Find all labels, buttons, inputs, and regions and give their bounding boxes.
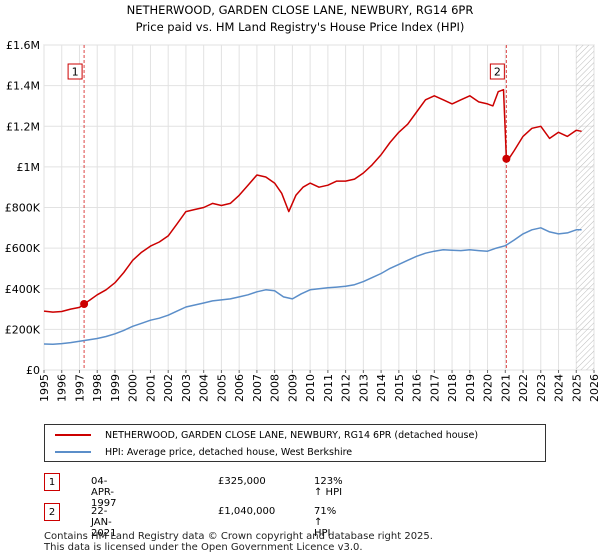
- x-axis-ticks: 1995 1996 1997 1998 1999 2000 2001 2002 2003 2004…: [38, 370, 600, 402]
- x-tick-label: 1998: [91, 374, 104, 402]
- x-tick-label: 2017: [428, 374, 441, 402]
- footer-line: This data is licensed under the Open Gov…: [44, 542, 363, 553]
- x-tick-label: 2012: [340, 374, 353, 402]
- x-tick-label: 1996: [56, 374, 69, 402]
- footer: Contains HM Land Registry data © Crown c…: [44, 531, 433, 553]
- y-tick-label: £400K: [5, 283, 41, 296]
- x-tick-label: 2011: [322, 374, 335, 402]
- x-tick-label: 2001: [144, 374, 157, 402]
- transaction-point: [80, 299, 89, 308]
- transaction-hpi: 71% ↑ HPI: [314, 506, 337, 539]
- x-tick-label: 2008: [269, 374, 282, 402]
- chart-title-block: NETHERWOOD, GARDEN CLOSE LANE, NEWBURY, …: [0, 2, 600, 36]
- marker-badge-label: 2: [494, 66, 501, 79]
- x-tick-label: 2020: [482, 374, 495, 402]
- y-tick-label: £1.6M: [6, 39, 40, 52]
- y-tick-label: £1.2M: [6, 120, 40, 133]
- x-tick-label: 2025: [570, 374, 583, 402]
- x-tick-label: 2023: [535, 374, 548, 402]
- legend-label-property: NETHERWOOD, GARDEN CLOSE LANE, NEWBURY, …: [105, 429, 479, 441]
- x-tick-label: 1995: [38, 374, 51, 402]
- x-tick-label: 2005: [215, 374, 228, 402]
- x-tick-label: 2022: [517, 374, 530, 402]
- footer-line: Contains HM Land Registry data © Crown c…: [44, 531, 433, 542]
- x-tick-label: 2000: [127, 374, 140, 402]
- y-axis-ticks: £0 £200K £400K £600K £800K £1M £1.2M £1.4M £1.6M: [5, 39, 41, 377]
- y-tick-label: £600K: [5, 242, 41, 255]
- x-tick-label: 2010: [304, 374, 317, 402]
- x-tick-label: 2006: [233, 374, 246, 402]
- x-tick-label: 2019: [464, 374, 477, 402]
- x-tick-label: 2024: [553, 374, 566, 402]
- chart-title: NETHERWOOD, GARDEN CLOSE LANE, NEWBURY, …: [126, 3, 474, 17]
- marker-badge: [489, 63, 505, 80]
- legend-swatch-hpi: [55, 451, 91, 453]
- legend-label-hpi: HPI: Average price, detached house, West…: [105, 446, 353, 458]
- transaction-point: [502, 154, 511, 163]
- transaction-date: 22-JAN-2021: [91, 506, 117, 539]
- x-tick-label: 1997: [73, 374, 86, 402]
- marker-badge: [67, 63, 83, 80]
- forecast-hatch: [576, 45, 594, 370]
- chart-subtitle: Price paid vs. HM Land Registry's House …: [135, 20, 465, 34]
- x-tick-label: 2004: [198, 374, 211, 402]
- y-tick-label: £1M: [17, 161, 41, 174]
- forecast-hatch-area: [576, 45, 594, 370]
- legend-item-hpi: HPI: Average price, detached house, West…: [55, 444, 352, 460]
- series-line: [43, 88, 582, 313]
- x-tick-label: 2015: [393, 374, 406, 402]
- x-tick-label: 2016: [411, 374, 424, 402]
- x-tick-label: 2003: [180, 374, 193, 402]
- y-tick-label: £200K: [5, 323, 41, 336]
- x-tick-label: 2018: [446, 374, 459, 402]
- x-tick-label: 2013: [357, 374, 370, 402]
- legend-item-property: NETHERWOOD, GARDEN CLOSE LANE, NEWBURY, …: [55, 427, 478, 443]
- y-tick-label: £0: [26, 364, 40, 377]
- transaction-badge: 1: [44, 473, 60, 491]
- series-lines: [43, 88, 582, 345]
- transaction-badge: 2: [44, 503, 60, 521]
- x-tick-label: 2009: [286, 374, 299, 402]
- transaction-lines: [83, 45, 507, 370]
- x-tick-label: 2007: [251, 374, 264, 402]
- x-tick-label: 2014: [375, 374, 388, 402]
- x-tick-label: 2021: [499, 374, 512, 402]
- series-line: [43, 227, 582, 345]
- y-tick-label: £1.4M: [6, 80, 40, 93]
- transaction-date: 04-APR-1997: [91, 476, 117, 509]
- x-tick-label: 1999: [109, 374, 122, 402]
- legend-swatch-property: [55, 434, 91, 436]
- transaction-price: £325,000: [218, 476, 266, 487]
- x-tick-label: 2002: [162, 374, 175, 402]
- marker-badge-label: 1: [72, 66, 79, 79]
- y-tick-label: £800K: [5, 202, 41, 215]
- transaction-price: £1,040,000: [218, 506, 276, 517]
- transaction-hpi: 123% ↑ HPI: [314, 476, 343, 498]
- x-tick-label: 2026: [588, 374, 600, 402]
- legend: NETHERWOOD, GARDEN CLOSE LANE, NEWBURY, …: [44, 424, 546, 462]
